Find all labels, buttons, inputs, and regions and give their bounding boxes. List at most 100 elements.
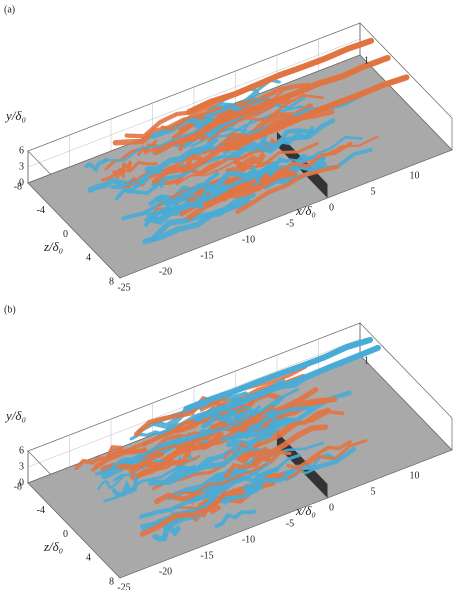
z-axis-label: z/δ₀ [43,239,63,254]
y-axis-label: y/δ₀ [4,408,26,423]
vortex-streak [286,440,352,471]
vortex-streak [186,171,297,221]
vortex-streak [134,395,222,437]
z-tick-label: 4 [86,253,91,264]
vortex-streak [112,160,132,181]
vortex-tube [221,74,410,152]
x-tick-label: 5 [371,486,376,497]
vortex-streak [173,464,196,475]
vortex-streak [160,105,223,131]
z-tick-label: 8 [109,276,114,287]
z-tick-label: -8 [14,481,22,492]
x-tick-label: 0 [329,202,334,213]
y-axis-label: y/δ₀ [4,108,26,123]
vortex-streak [100,160,158,182]
vortex-streak [256,118,336,154]
vortex-streak [139,485,228,519]
x-tick-label: 5 [371,186,376,197]
panel-label: (b) [4,304,16,315]
x-tick-label: -20 [159,266,172,277]
vortex-streak [152,523,181,542]
panel: (a) 6 3 0 y/δ₀ -8 -4 0 4 8 z/δ₀ -25 -20 -15 -10 -5 0 5 10 x… [4,4,453,293]
vortex-streak [229,453,302,486]
x-tick-label: -15 [200,550,213,561]
vortex-streak [214,509,257,529]
vortex-streak [225,418,291,448]
vortex-streak [200,408,247,429]
x-axis-label: x/δ₀ [295,203,316,218]
vortex-streak [207,93,325,143]
vortex-streak [175,147,262,186]
x-tick-label: -20 [159,566,172,577]
vortex-streak [148,171,220,206]
vortex-streak [183,183,235,200]
panel: (b) 6 3 0 y/δ₀ -8 -4 0 4 8 z/δ₀ -25 -20 -15 -10 -5 0 5 10 x… [4,304,453,590]
x-tick-label: -15 [200,250,213,261]
x-tick-label: -25 [117,582,130,590]
corner-tick-label: 1 [364,55,369,66]
x-tick-label: -10 [242,234,255,245]
x-tick-label: -5 [286,218,294,229]
vortex-streak [250,409,345,450]
x-tick-label: 10 [410,170,420,181]
vortex-streak [218,404,261,422]
vortex-streak [151,134,257,185]
vortex-streak [235,164,340,214]
vortex-streak [149,201,204,226]
vortex-streak [233,153,266,171]
vortex-streak [240,128,313,152]
z-tick-label: 8 [109,576,114,587]
z-tick-label: -4 [37,205,45,216]
vortex-streak [103,118,215,162]
vortex-streak [240,424,329,459]
vortex-streak [125,153,241,195]
y-tick-label: 6 [19,445,24,456]
vortex-streak [247,161,277,184]
vortex-streak [111,476,139,497]
x-tick-label: -25 [117,282,130,293]
y-tick-label: 3 [19,461,24,472]
vortex-streak [108,406,227,457]
vortex-streak [97,475,124,490]
z-tick-label: -4 [37,505,45,516]
panel-label: (a) [4,4,15,15]
z-tick-label: 4 [86,553,91,564]
vortex-streak [142,199,252,245]
y-tick-label: 3 [19,161,24,172]
vortex-streak [74,445,124,471]
vortex-streak [94,438,181,476]
vortex-streak [273,136,364,165]
vortex-streak [128,431,224,474]
vortex-streak [148,448,263,486]
x-tick-label: -10 [242,534,255,545]
x-axis-label: x/δ₀ [295,503,316,518]
z-tick-label: 0 [63,529,68,540]
vortex-tube [186,37,375,116]
vortex-tube [183,336,374,412]
vortex-streak [144,175,253,223]
vortex-streak [272,439,368,480]
vortex-streak [150,191,256,242]
x-tick-label: 10 [410,470,420,481]
x-tick-label: -5 [286,518,294,529]
z-tick-label: 0 [63,229,68,240]
corner-tick-label: 1 [364,355,369,366]
y-tick-label: 0 [19,177,24,188]
vortex-streak [151,176,174,190]
vortex-streak [139,489,246,537]
vortex-streak [162,484,263,530]
vortex-streak [178,463,267,495]
vortex-streak [264,126,315,151]
vortex-streak [91,433,182,472]
vortex-streak [184,388,299,442]
vortex-streak [201,405,314,445]
box-grid [27,38,361,168]
vortex-streak [189,502,221,523]
vortex-tube [202,54,391,132]
vortex-streak [84,157,109,173]
y-tick-label: 0 [19,477,24,488]
x-tick-label: 0 [329,502,334,513]
vortex-streak [224,450,281,479]
z-axis-label: z/δ₀ [43,539,63,554]
